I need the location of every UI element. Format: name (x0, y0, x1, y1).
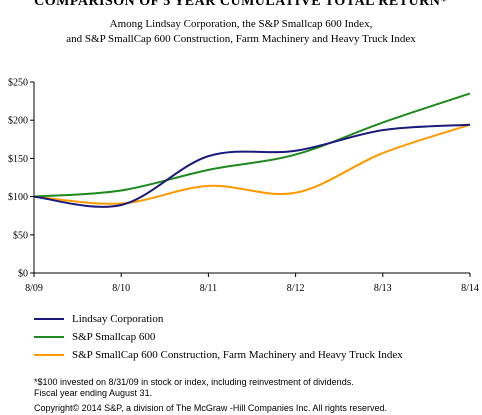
y-tick-label: $250 (8, 78, 28, 89)
legend-item-smallcap: S&P Smallcap 600 (34, 328, 403, 346)
legend-swatch-construction-index (34, 354, 64, 356)
footnote-investment: *$100 invested on 8/31/09 in stock or in… (34, 377, 354, 387)
series-line-1 (33, 92, 471, 198)
line-chart: $0 $50 $100 $150 $200 $250 8/09 8/10 8/11 8/12 8/1… (8, 78, 479, 295)
x-tick-label: 8/10 (112, 283, 130, 294)
y-tick-label: $0 (18, 269, 28, 280)
y-tick-label: $50 (13, 230, 28, 241)
chart-legend: Lindsay Corporation S&P Smallcap 600 S&P… (34, 310, 403, 364)
y-tick-label: $200 (8, 116, 28, 127)
x-tick-label: 8/12 (287, 283, 305, 294)
x-tick-label: 8/11 (200, 283, 217, 294)
chart-subtitle-line2: and S&P SmallCap 600 Construction, Farm … (66, 33, 416, 45)
y-tick-label: $100 (8, 192, 28, 203)
x-tick-label: 8/09 (25, 283, 43, 294)
legend-label-smallcap: S&P Smallcap 600 (72, 331, 156, 343)
legend-label-construction-index: S&P SmallCap 600 Construction, Farm Mach… (72, 349, 403, 361)
x-tick-label: 8/14 (461, 283, 479, 294)
footnote-fiscal-year: Fiscal year ending August 31. (34, 388, 153, 398)
legend-label-lindsay: Lindsay Corporation (72, 313, 164, 325)
series-line-2 (33, 123, 471, 205)
footnote-copyright: Copyright© 2014 S&P, a division of The M… (34, 403, 387, 413)
y-tick-label: $150 (8, 154, 28, 165)
legend-swatch-lindsay (34, 318, 64, 320)
legend-item-lindsay: Lindsay Corporation (34, 310, 403, 328)
x-tick-label: 8/13 (374, 283, 392, 294)
series-line-0 (33, 123, 471, 208)
legend-swatch-smallcap (34, 336, 64, 338)
legend-item-construction-index: S&P SmallCap 600 Construction, Farm Mach… (34, 346, 403, 364)
chart-subtitle-line1: Among Lindsay Corporation, the S&P Small… (109, 18, 373, 30)
chart-title: COMPARISON OF 5 YEAR CUMULATIVE TOTAL RE… (34, 0, 448, 9)
